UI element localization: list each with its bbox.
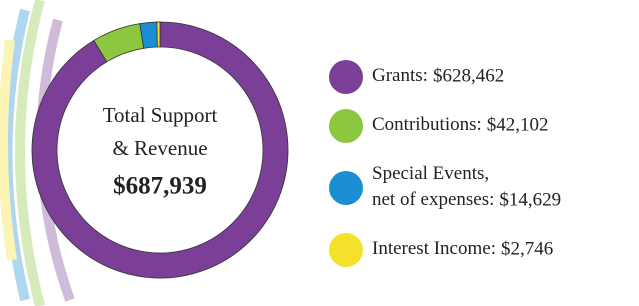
legend-label: Contributions: xyxy=(372,114,482,135)
center-total: $687,939 xyxy=(113,173,207,200)
text-line: Grants: xyxy=(372,65,428,86)
legend-label: Interest Income: xyxy=(372,238,496,259)
legend-swatch xyxy=(329,60,363,94)
legend-swatch xyxy=(329,171,363,205)
chart: Total Support & Revenue $687,939 Grants:$62… xyxy=(0,0,639,306)
legend-swatch xyxy=(329,233,363,267)
legend-value: $14,629 xyxy=(499,189,561,210)
text-line: Special Events, xyxy=(372,163,489,184)
legend-swatch xyxy=(329,109,363,143)
donut-slice xyxy=(157,22,160,47)
legend-value: $628,462 xyxy=(433,65,504,86)
text-line: & Revenue xyxy=(112,136,207,160)
legend-value: $2,746 xyxy=(501,238,553,259)
legend-label: Special Events, net of expenses: xyxy=(372,163,494,210)
legend-label: Grants: xyxy=(372,65,428,86)
legend-value: $42,102 xyxy=(487,114,549,135)
text-line: net of expenses: xyxy=(372,189,494,210)
text-line: Total Support xyxy=(103,103,218,127)
text-line: Interest Income: xyxy=(372,238,496,259)
text-line: Contributions: xyxy=(372,114,482,135)
